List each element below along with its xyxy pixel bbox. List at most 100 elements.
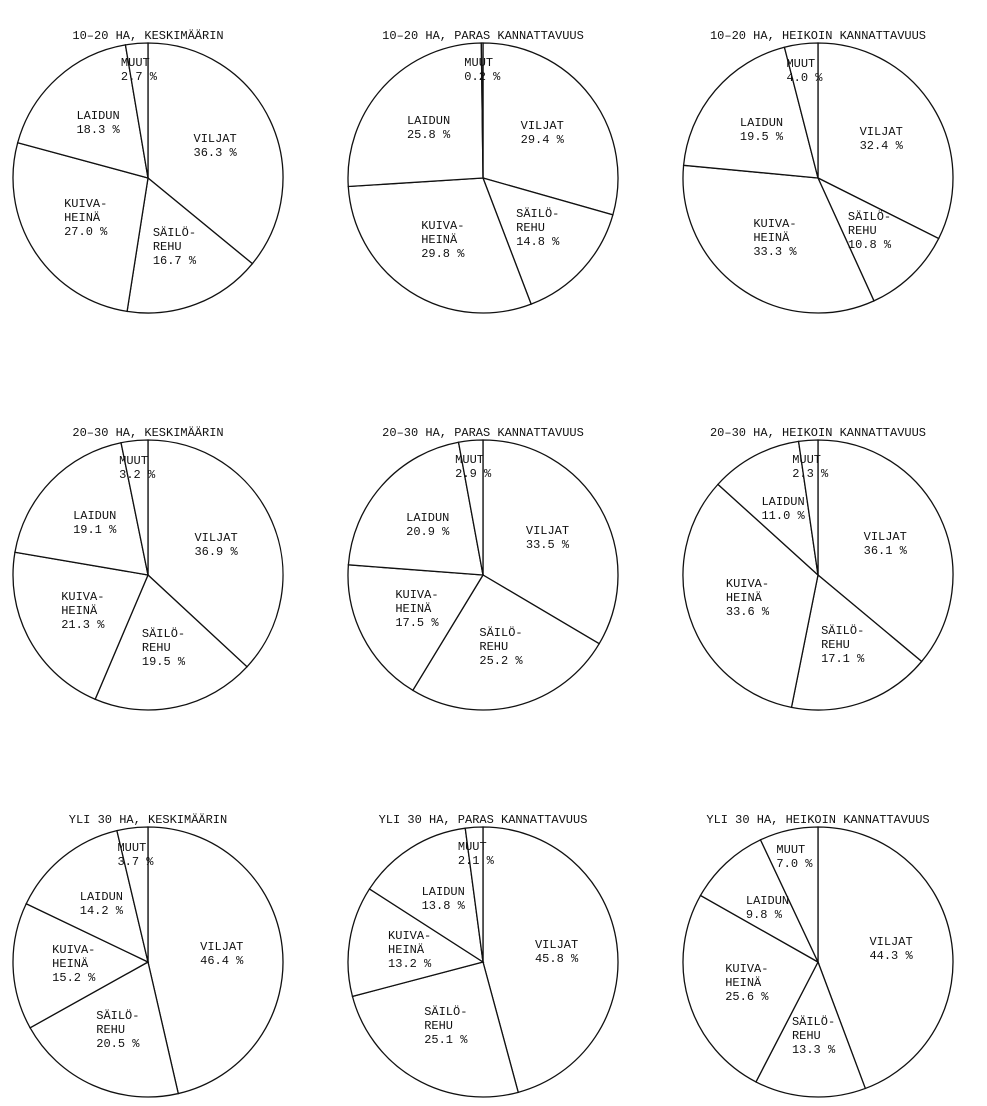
pie-slice (347, 42, 484, 188)
slice-label: MUUT 3.2 % (119, 454, 155, 482)
value-label: 32.4 % (859, 139, 903, 153)
value-label: 25.2 % (479, 654, 523, 669)
pie-slice (14, 441, 149, 576)
value-label: 10.8 % (847, 238, 892, 253)
category-label: SÄILÖ- REHU (791, 1015, 836, 1044)
chart-title: 20–30 HA, HEIKOIN KANNATTAVUUS (709, 426, 927, 440)
category-label: LAIDUN (406, 113, 451, 128)
slice-label: KUIVA- HEINÄ 15.2 % (52, 943, 95, 985)
category-label: SÄILÖ- REHU (152, 226, 197, 255)
category-label: MUUT (464, 56, 494, 70)
slice-label: KUIVA- HEINÄ 29.8 % (421, 219, 464, 261)
value-label: 19.5 % (141, 654, 186, 669)
slice-label: KUIVA- HEINÄ 13.2 % (388, 929, 431, 971)
pie-slice (682, 483, 819, 709)
value-label: 11.0 % (761, 509, 805, 524)
value-label: 33.3 % (753, 245, 797, 260)
value-label: 14.2 % (79, 904, 123, 919)
pie-slice (717, 440, 819, 577)
value-label: 33.5 % (525, 538, 570, 553)
pie-slice (682, 46, 819, 179)
category-label: KUIVA- HEINÄ (753, 217, 797, 246)
pie-slice (120, 439, 149, 576)
slice-label: VILJAT 36.1 % (864, 530, 907, 558)
pie-slice (347, 441, 484, 576)
chart-title: YLI 30 HA, HEIKOIN KANNATTAVUUS (706, 813, 930, 827)
pie-slice (790, 573, 923, 711)
category-label: MUUT (786, 56, 816, 71)
slice-label: LAIDUN 19.1 % (73, 509, 116, 537)
value-label: 2.9 % (455, 467, 492, 482)
slice-label: VILJAT 36.3 % (194, 132, 237, 160)
pie-slice (817, 439, 954, 663)
slice-label: LAIDUN 13.8 % (422, 885, 465, 913)
slice-label: SÄILÖ- REHU 25.2 % (479, 626, 522, 668)
category-label: LAIDUN (406, 511, 450, 526)
pie-slice (126, 176, 254, 314)
category-label: KUIVA- HEINÄ (725, 962, 769, 991)
category-label: VILJAT (863, 529, 907, 544)
pie-slice (411, 574, 601, 711)
pie-slice (12, 141, 149, 313)
pie-slice (12, 551, 149, 701)
category-label: KUIVA- HEINÄ (421, 219, 465, 248)
slice-label: VILJAT 46.4 % (200, 940, 243, 968)
pie-slice (347, 888, 485, 998)
category-label: SÄILÖ- REHU (821, 624, 865, 653)
category-label: MUUT (119, 453, 148, 468)
category-label: VILJAT (869, 934, 913, 949)
category-label: MUUT (120, 56, 150, 71)
pie-slice (783, 42, 819, 179)
value-label: 18.3 % (76, 123, 120, 138)
value-label: 17.1 % (821, 652, 865, 667)
category-label: LAIDUN (79, 890, 123, 905)
chart-title: 10–20 HA, PARAS KANNATTAVUUS (382, 29, 584, 43)
category-label: SÄILÖ- REHU (847, 210, 892, 239)
value-label: 3.7 % (117, 854, 154, 869)
value-label: 45.8 % (534, 952, 579, 967)
slice-label: KUIVA- HEINÄ 25.6 % (725, 962, 768, 1004)
pie-slice (797, 439, 819, 576)
slice-label: SÄILÖ- REHU 25.1 % (424, 1005, 467, 1047)
category-label: KUIVA- HEINÄ (52, 943, 96, 972)
category-label: LAIDUN (421, 885, 465, 900)
pie-slice (482, 42, 619, 216)
pie-slice (94, 573, 248, 711)
slice-label: SÄILÖ- REHU 14.8 % (516, 207, 559, 249)
pie-slice (755, 960, 867, 1098)
value-label: 9.8 % (745, 907, 782, 922)
pie-slice (351, 961, 520, 1098)
slice-label: SÄILÖ- REHU 19.5 % (142, 627, 185, 669)
slice-label: SÄILÖ- REHU 20.5 % (96, 1009, 139, 1051)
slice-label: LAIDUN 20.9 % (406, 511, 449, 539)
pie-slice (817, 42, 954, 240)
category-label: MUUT (117, 840, 147, 855)
category-label: LAIDUN (73, 509, 117, 524)
category-label: SÄILÖ- REHU (424, 1005, 468, 1034)
slice-label: VILJAT 44.3 % (869, 935, 912, 963)
chart-title: 20–30 HA, PARAS KANNATTAVUUS (382, 426, 584, 440)
pie-slice (347, 177, 532, 314)
slice-label: SÄILÖ- REHU 17.1 % (821, 624, 864, 666)
slice-label: SÄILÖ- REHU 10.8 % (848, 210, 891, 252)
category-label: SÄILÖ- REHU (516, 207, 560, 236)
slice-label: KUIVA- HEINÄ 21.3 % (61, 590, 104, 632)
value-label: 33.6 % (725, 605, 770, 620)
value-label: 25.8 % (406, 127, 451, 142)
value-label: 19.1 % (73, 523, 117, 538)
category-label: VILJAT (193, 132, 237, 147)
category-label: VILJAT (534, 938, 579, 953)
value-label: 15.2 % (52, 971, 96, 986)
category-label: MUUT (457, 840, 487, 855)
pie-slice (464, 826, 484, 963)
value-label: 13.3 % (791, 1043, 836, 1058)
value-label: 44.3 % (869, 948, 913, 963)
category-label: LAIDUN (745, 893, 790, 908)
value-label: 0.2 % (464, 70, 501, 84)
value-label: 29.8 % (421, 247, 465, 262)
slice-label: LAIDUN 9.8 % (746, 894, 789, 922)
chart-title: YLI 30 HA, PARAS KANNATTAVUUS (378, 813, 588, 827)
category-label: MUUT (792, 453, 822, 468)
pie-slice (482, 439, 619, 645)
